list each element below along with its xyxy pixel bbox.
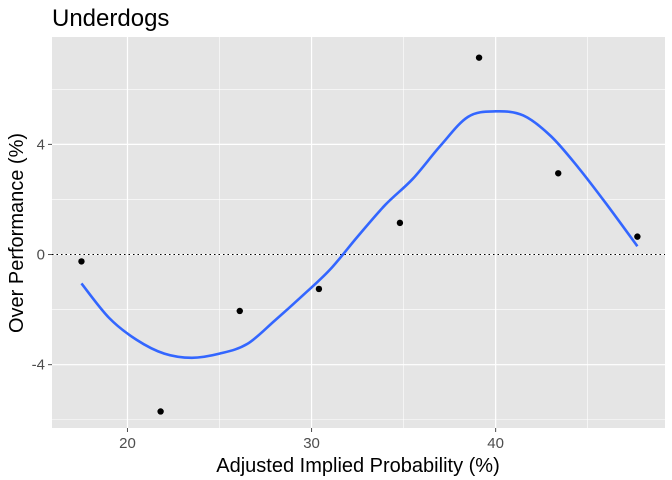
data-point xyxy=(634,233,641,240)
y-tick-label: 4 xyxy=(37,136,45,153)
x-tick-label: 30 xyxy=(303,435,320,452)
chart-title: Underdogs xyxy=(52,5,169,32)
data-point xyxy=(315,285,323,293)
minor-gridlines xyxy=(52,37,665,428)
y-tick-label: -4 xyxy=(32,357,45,374)
plot-panel xyxy=(52,37,665,428)
x-tick-label: 40 xyxy=(487,435,504,452)
data-point xyxy=(157,408,164,415)
major-gridlines xyxy=(52,37,665,428)
data-point xyxy=(396,219,404,227)
data-point xyxy=(475,54,483,61)
y-axis-label: Over Performance (%) xyxy=(6,133,28,333)
x-tick-label: 20 xyxy=(119,435,136,452)
x-axis-label: Adjusted Implied Probability (%) xyxy=(216,455,499,477)
data-point xyxy=(78,258,85,265)
data-point xyxy=(555,170,562,177)
smooth-trend-line xyxy=(80,109,639,360)
y-tick-label: 0 xyxy=(37,247,45,264)
data-point xyxy=(236,307,243,315)
data-points xyxy=(78,54,641,415)
y-axis-ticks: -4 0 4 xyxy=(32,136,52,374)
x-axis-ticks: 20 30 40 xyxy=(119,428,504,452)
